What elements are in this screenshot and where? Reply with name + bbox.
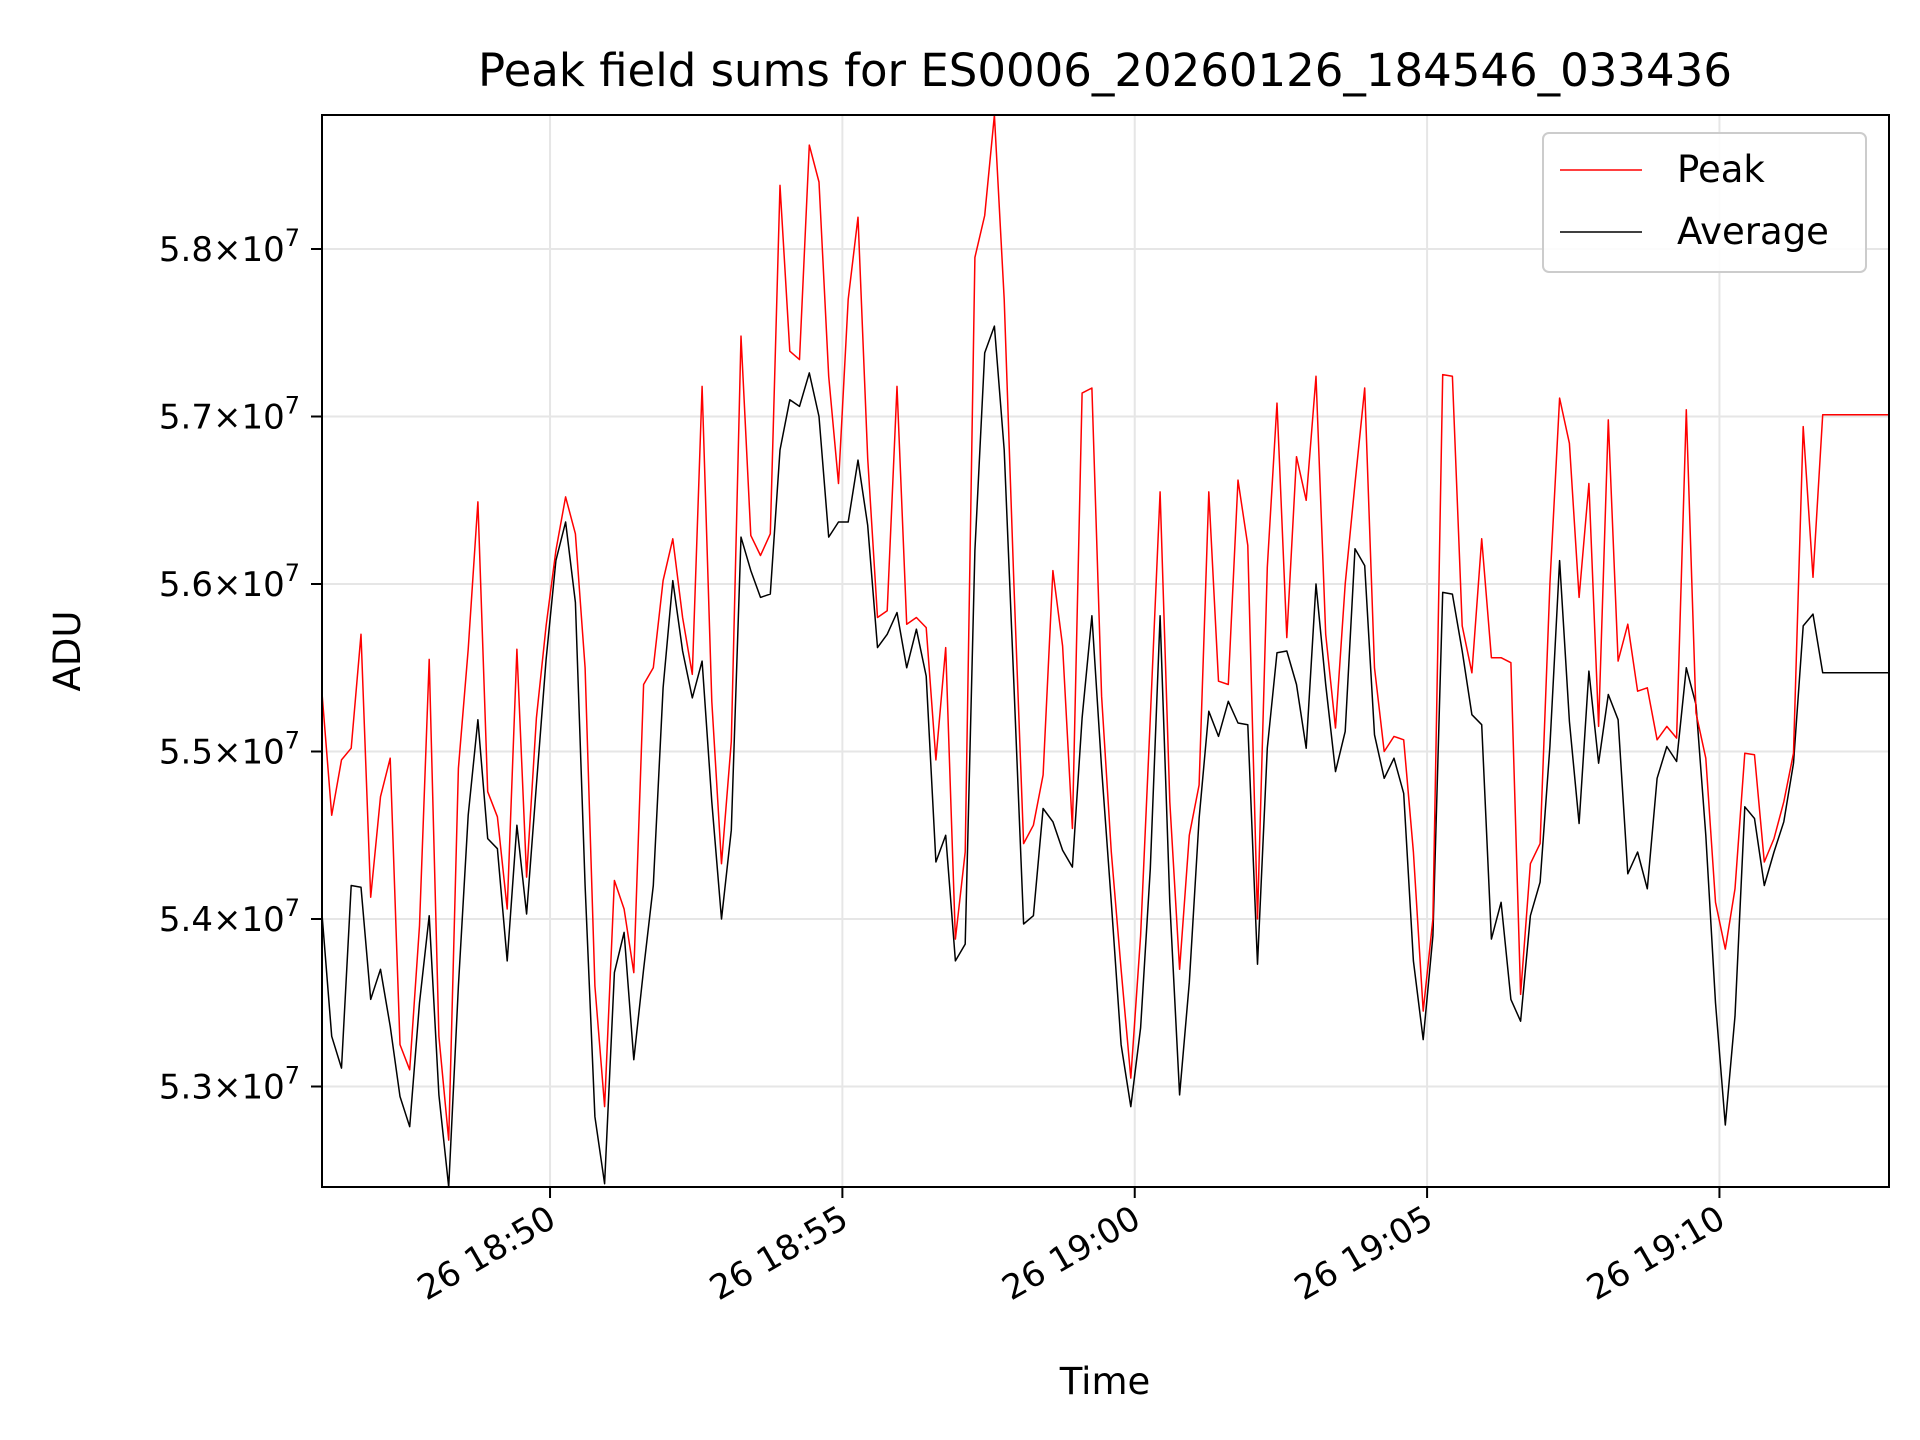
- x-axis-label: Time: [1059, 1360, 1151, 1403]
- y-tick-exponent: 7: [285, 727, 300, 755]
- y-axis-ticks: 5.3×1075.4×1075.5×1075.6×1075.7×1075.8×1…: [159, 224, 322, 1108]
- y-tick-label: 5.8×107: [159, 224, 300, 270]
- y-tick-multiplier: ×10: [213, 398, 285, 438]
- y-tick-label: 5.5×107: [159, 727, 300, 773]
- series-line-average: [322, 325, 1889, 1187]
- y-tick-multiplier: ×10: [213, 1068, 285, 1108]
- legend-box: [1542, 132, 1867, 273]
- y-tick-label: 5.3×107: [159, 1062, 300, 1108]
- y-tick-exponent: 7: [285, 1062, 300, 1090]
- plot-frame: [321, 114, 1890, 1188]
- y-tick-mantissa: 5.3: [159, 1068, 213, 1108]
- legend-label-peak: Peak: [1677, 148, 1765, 191]
- y-tick-exponent: 7: [285, 392, 300, 420]
- chart-title: Peak field sums for ES0006_20260126_1845…: [478, 44, 1732, 97]
- y-tick-multiplier: ×10: [213, 565, 285, 605]
- series-line-peak: [322, 115, 1889, 1141]
- y-tick-mantissa: 5.6: [159, 565, 213, 605]
- y-tick-exponent: 7: [285, 559, 300, 587]
- y-tick-mantissa: 5.4: [159, 900, 213, 940]
- y-axis-label: ADU: [46, 611, 89, 692]
- y-tick-exponent: 7: [285, 894, 300, 922]
- y-tick-mantissa: 5.8: [159, 230, 213, 270]
- series-layer: [322, 115, 1889, 1187]
- y-tick-exponent: 7: [285, 224, 300, 252]
- legend-label-average: Average: [1677, 210, 1829, 253]
- y-tick-multiplier: ×10: [213, 900, 285, 940]
- y-tick-multiplier: ×10: [213, 230, 285, 270]
- y-tick-mantissa: 5.5: [159, 733, 213, 773]
- y-tick-label: 5.4×107: [159, 894, 300, 940]
- y-tick-multiplier: ×10: [213, 733, 285, 773]
- legend: Peak Average: [1542, 132, 1867, 273]
- y-tick-mantissa: 5.7: [159, 398, 213, 438]
- y-tick-label: 5.7×107: [159, 392, 300, 438]
- y-tick-label: 5.6×107: [159, 559, 300, 605]
